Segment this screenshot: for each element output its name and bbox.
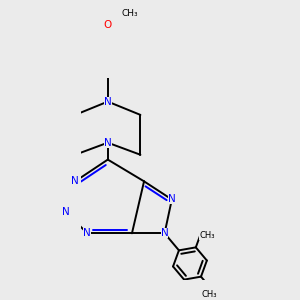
Text: CH₃: CH₃ — [122, 10, 138, 19]
Text: CH₃: CH₃ — [201, 290, 217, 298]
Text: N: N — [161, 228, 169, 238]
Text: N: N — [104, 138, 112, 148]
Text: CH₃: CH₃ — [199, 231, 214, 240]
Text: N: N — [168, 194, 176, 205]
Text: N: N — [61, 206, 69, 217]
Text: N: N — [104, 97, 112, 106]
Text: N: N — [83, 228, 91, 238]
Text: N: N — [71, 176, 79, 186]
Text: O: O — [104, 20, 112, 30]
